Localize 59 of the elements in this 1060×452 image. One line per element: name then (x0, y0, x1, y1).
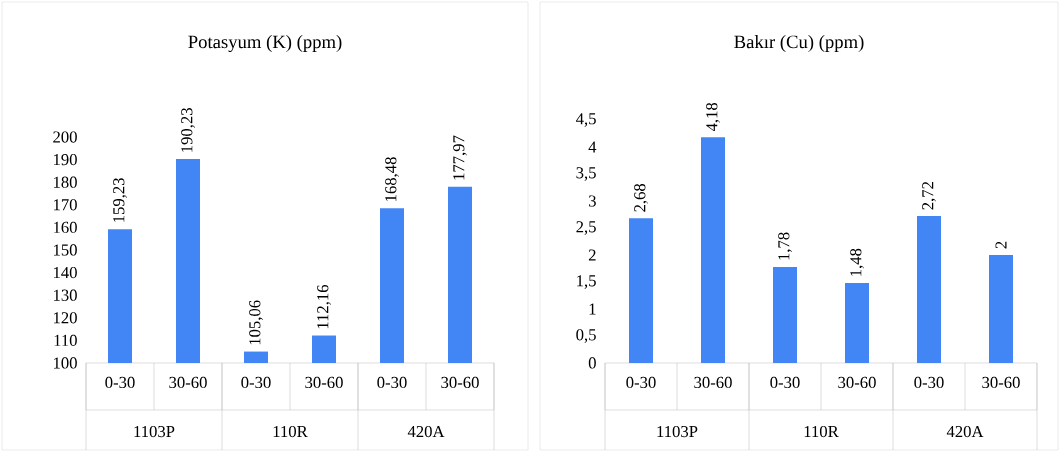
chart-title: Potasyum (K) (ppm) (188, 35, 342, 53)
x-tick-label: 0-30 (241, 376, 271, 389)
data-label: 1,48 (850, 248, 864, 276)
x-tick-label: 0-30 (105, 376, 135, 389)
x-tick-label: 30-60 (982, 376, 1020, 389)
y-tick-label: 1 (589, 303, 596, 315)
y-tick-label: 200 (53, 131, 77, 143)
y-tick-label: 2 (588, 249, 596, 261)
data-label: 177,97 (453, 135, 467, 180)
text: 110R (804, 425, 839, 438)
bar (701, 137, 726, 363)
data-label: 4,18 (706, 102, 720, 132)
x-tick-label: 0-30 (770, 376, 800, 389)
data-label: 168,48 (385, 157, 399, 201)
data-label: 2,72 (922, 182, 936, 210)
bar (773, 266, 797, 363)
data-label: 112,16 (317, 284, 331, 329)
bar (989, 254, 1013, 363)
y-tick-label: 3,5 (576, 167, 596, 181)
x-tick-label: 30-60 (441, 376, 479, 389)
x-tick-label: 30-60 (169, 376, 207, 389)
x-tick-label: 0-30 (377, 376, 407, 389)
y-tick-label: 1,5 (577, 275, 596, 289)
text: 1103P (134, 425, 175, 438)
x-tick-label: 0-30 (626, 376, 656, 389)
y-tick-label: 0,5 (576, 329, 596, 343)
bar (629, 218, 653, 363)
y-tick-label: 3 (588, 195, 596, 207)
x-tick-label: 30-60 (305, 376, 343, 389)
x-tick-label: 30-60 (838, 376, 876, 389)
data-label: 105,06 (249, 300, 263, 345)
x-tick-label: 0-30 (914, 376, 944, 389)
y-tick-label: 2,5 (576, 221, 596, 235)
y-tick-label: 170 (53, 199, 77, 211)
y-tick-label: 180 (53, 176, 77, 188)
data-label: 2 (995, 241, 1007, 249)
y-tick-label: 0 (588, 357, 596, 369)
bar (845, 283, 869, 363)
data-label: 159,23 (113, 178, 127, 222)
data-label: 190,23 (181, 108, 195, 152)
text: 420A (946, 425, 984, 438)
y-tick-label: 120 (53, 312, 77, 324)
y-tick-label: 4,5 (576, 113, 596, 127)
y-tick-label: 130 (53, 289, 77, 301)
text: 1103P (657, 425, 698, 438)
y-tick-label: 140 (53, 266, 77, 279)
y-tick-label: 110 (54, 334, 77, 347)
y-tick-label: 150 (53, 244, 77, 256)
data-label: 1,78 (778, 232, 792, 260)
y-tick-label: 160 (53, 221, 77, 234)
text: 110R (273, 425, 308, 438)
y-tick-label: 190 (53, 153, 77, 166)
text: 420A (407, 425, 445, 438)
y-tick-label: 4 (588, 141, 597, 153)
bar (917, 216, 941, 363)
data-label: 2,68 (634, 183, 648, 212)
y-tick-label: 100 (53, 357, 77, 369)
chart-title: Bakır (Cu) (ppm) (734, 35, 864, 52)
x-tick-label: 30-60 (694, 376, 732, 389)
